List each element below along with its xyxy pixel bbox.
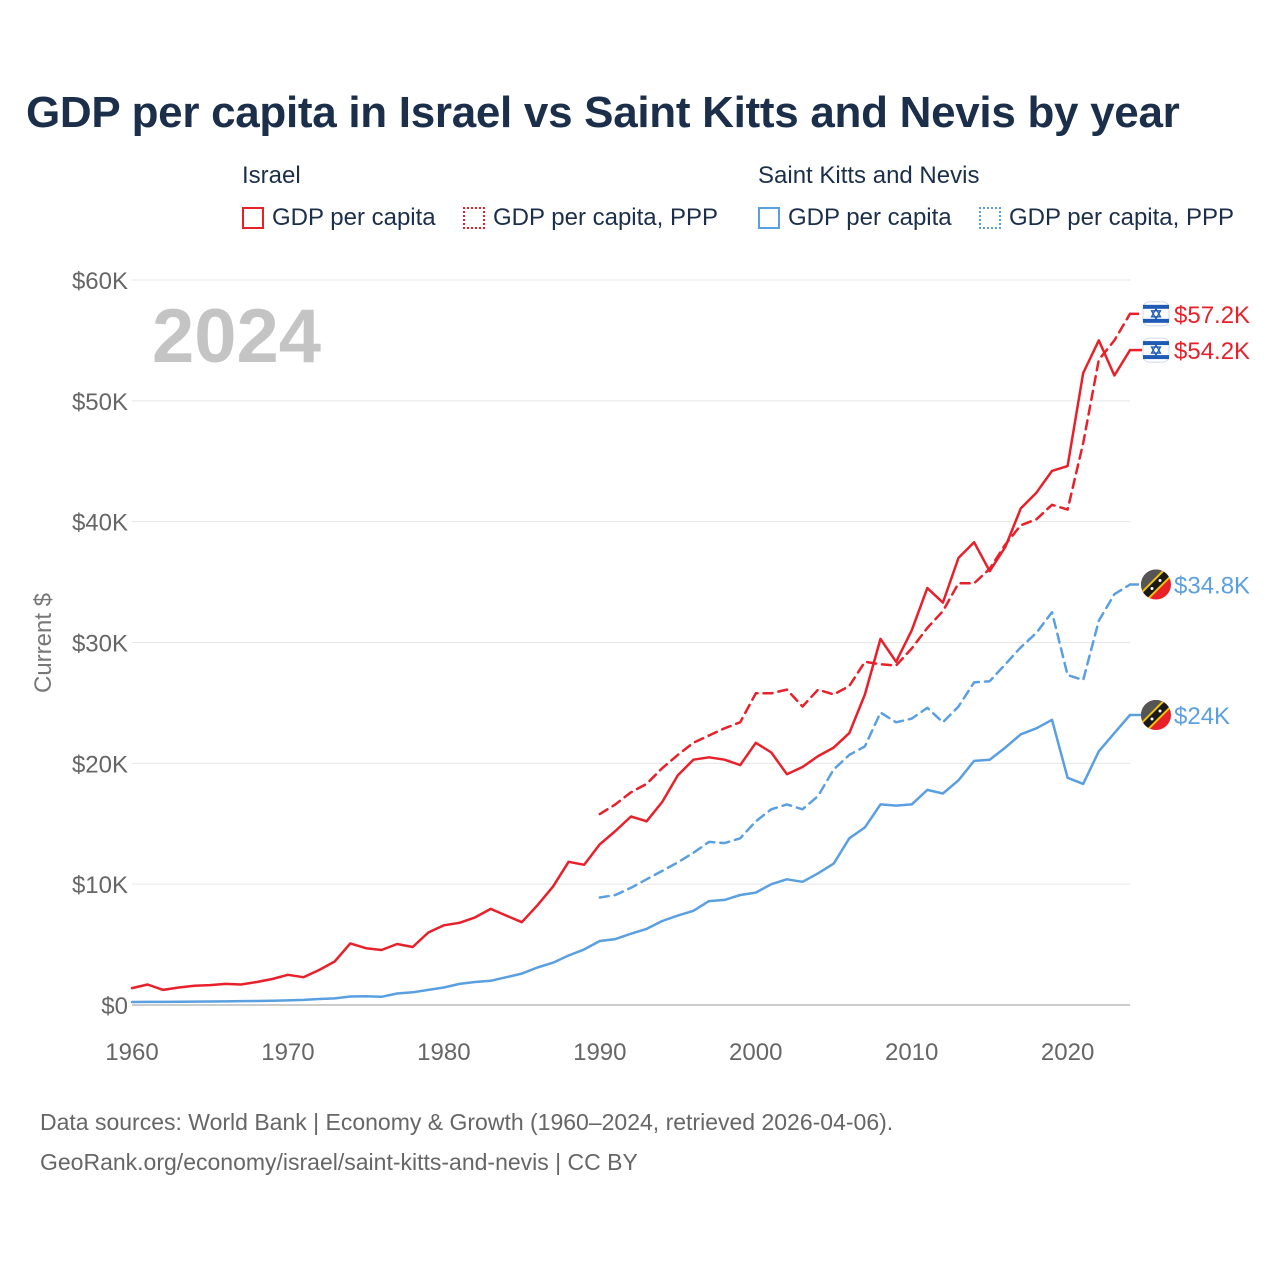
legend-swatch-solid-icon	[758, 207, 780, 229]
y-tick-label: $10K	[72, 872, 128, 899]
legend-label: GDP per capita	[272, 204, 436, 231]
legend-group-israel: Israel	[242, 162, 301, 189]
saint-kitts-and-nevis-flag-icon	[1141, 569, 1171, 600]
chart-title: GDP per capita in Israel vs Saint Kitts …	[26, 88, 1180, 137]
legend-group-saint-kitts-and-nevis: Saint Kitts and Nevis	[758, 162, 980, 189]
legend-swatch-dotted-icon	[979, 207, 1001, 229]
legend-label: GDP per capita	[788, 204, 952, 231]
x-tick-label: 1980	[417, 1039, 470, 1066]
legend-label: GDP per capita, PPP	[1009, 204, 1234, 231]
series-line-0	[130, 339, 1132, 992]
x-tick-label: 1990	[573, 1039, 626, 1066]
series-end-value-label: $24K	[1174, 703, 1230, 730]
israel-flag-icon	[1142, 337, 1170, 363]
legend-item-skn-gdp[interactable]: GDP per capita	[758, 204, 952, 232]
y-tick-label: $60K	[72, 268, 128, 295]
source-line-2[interactable]: GeoRank.org/economy/israel/saint-kitts-a…	[40, 1149, 638, 1175]
y-tick-label: $0	[101, 993, 128, 1020]
y-tick-label: $50K	[72, 389, 128, 416]
series-end-value-label: $57.2K	[1174, 302, 1250, 329]
x-tick-label: 2010	[885, 1039, 938, 1066]
series-line-1	[598, 312, 1132, 816]
x-tick-label: 1970	[261, 1039, 314, 1066]
x-tick-label: 1960	[105, 1039, 158, 1066]
legend-item-israel-gdp[interactable]: GDP per capita	[242, 204, 436, 232]
y-axis-label: Current $	[30, 593, 57, 693]
legend-swatch-dotted-icon	[463, 207, 485, 229]
y-tick-label: $30K	[72, 631, 128, 658]
series-line-2	[130, 713, 1132, 1004]
line-chart: $0 $10K $20K $30K $40K $50K $60K 1960 1970 1980 1…	[30, 268, 1250, 1066]
y-tick-label: $20K	[72, 751, 128, 778]
year-watermark: 2024	[152, 294, 321, 379]
israel-flag-icon	[1142, 301, 1170, 327]
saint-kitts-and-nevis-flag-icon	[1141, 700, 1171, 730]
legend-item-skn-gdp-ppp[interactable]: GDP per capita, PPP	[979, 204, 1234, 232]
series-end-value-label: $34.8K	[1174, 573, 1250, 600]
series-line-3	[598, 583, 1132, 899]
legend-swatch-solid-icon	[242, 207, 264, 229]
x-tick-label: 2000	[729, 1039, 782, 1066]
series-end-value-label: $54.2K	[1174, 338, 1250, 365]
source-line-1: Data sources: World Bank | Economy & Gro…	[40, 1109, 894, 1135]
y-tick-label: $40K	[72, 510, 128, 537]
legend-label: GDP per capita, PPP	[493, 204, 718, 231]
legend-item-israel-gdp-ppp[interactable]: GDP per capita, PPP	[463, 204, 718, 232]
x-tick-label: 2020	[1041, 1039, 1094, 1066]
